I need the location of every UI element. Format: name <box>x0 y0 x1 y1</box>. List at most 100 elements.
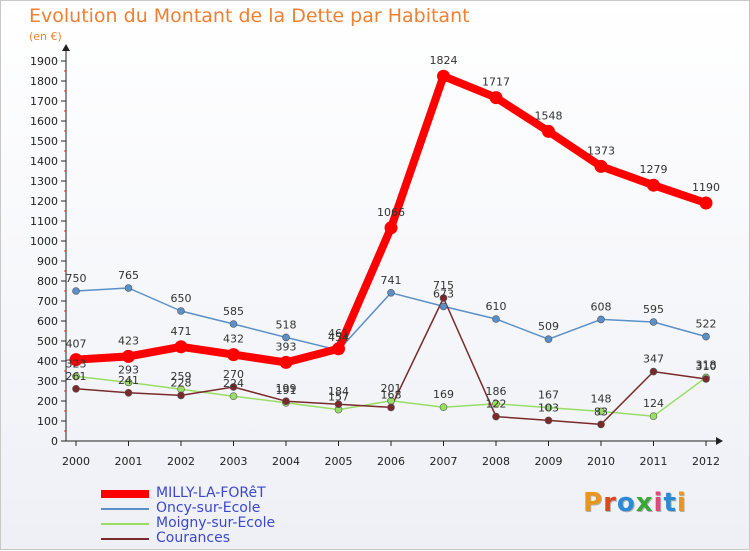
data-point <box>282 333 290 342</box>
data-label: 224 <box>223 377 244 390</box>
data-point <box>69 353 83 367</box>
data-label: 228 <box>171 376 192 389</box>
data-label: 522 <box>696 318 717 331</box>
data-point <box>229 320 238 328</box>
x-tick-label: 2002 <box>167 455 195 468</box>
data-label: 1066 <box>377 206 405 219</box>
data-point <box>544 416 553 425</box>
y-tick-label: 1800 <box>30 75 58 88</box>
data-point <box>544 335 553 344</box>
data-label: 454 <box>328 331 349 344</box>
data-point <box>597 420 605 429</box>
data-label: 471 <box>171 325 192 338</box>
data-point <box>439 403 448 412</box>
data-point <box>384 221 398 235</box>
x-tick-label: 2007 <box>430 455 458 468</box>
data-point <box>489 91 503 105</box>
y-tick-label: 1700 <box>30 95 58 108</box>
data-label: 83 <box>594 405 608 418</box>
data-point <box>702 332 710 341</box>
legend-swatch-moigny <box>101 523 149 525</box>
axes: 0 100 200 300 400 500 600 700 800 900 1000 1100 1200… <box>30 44 723 468</box>
data-point <box>387 403 395 412</box>
data-label: 407 <box>66 338 87 351</box>
data-label: 518 <box>276 318 297 331</box>
x-axis-arrow <box>716 437 723 445</box>
legend-label-courances: Courances <box>156 530 231 546</box>
data-label: 765 <box>118 269 139 282</box>
data-point <box>544 403 553 412</box>
data-label: 1717 <box>482 76 510 89</box>
x-tick-label: 2012 <box>692 455 720 468</box>
data-point <box>439 294 448 302</box>
logo-letter: r <box>603 488 617 518</box>
series-points <box>69 69 713 429</box>
data-point <box>647 178 660 192</box>
data-point <box>282 397 290 406</box>
data-label: 167 <box>538 389 559 402</box>
data-point <box>174 340 188 354</box>
y-tick-label: 1100 <box>30 215 58 228</box>
data-label: 461 <box>328 327 349 340</box>
data-label: 241 <box>118 374 139 387</box>
data-label: 673 <box>433 287 454 300</box>
y-tick-label: 1400 <box>30 155 58 168</box>
data-point <box>177 307 185 315</box>
data-point <box>387 288 395 297</box>
data-point <box>439 302 448 311</box>
data-point <box>72 372 80 381</box>
x-tick-label: 2003 <box>220 455 248 468</box>
data-label: 595 <box>643 303 664 316</box>
data-label: 585 <box>223 305 244 318</box>
data-point <box>124 284 133 292</box>
data-label: 715 <box>433 279 454 292</box>
y-tick-label: 800 <box>37 275 58 288</box>
data-label: 750 <box>66 272 87 285</box>
data-label: 293 <box>118 363 139 376</box>
data-point <box>702 375 710 383</box>
data-label: 148 <box>591 392 612 405</box>
data-label: 650 <box>171 292 192 305</box>
data-label: 103 <box>538 401 559 414</box>
y-tick-label: 600 <box>37 315 58 328</box>
x-tick-label: 2005 <box>325 455 353 468</box>
data-point <box>492 399 500 408</box>
legend-swatch-courances <box>101 538 149 540</box>
data-label: 157 <box>328 391 349 404</box>
y-tick-label: 400 <box>37 355 58 368</box>
data-label: 259 <box>171 370 192 383</box>
y-tick-label: 0 <box>51 435 58 448</box>
data-label: 347 <box>643 353 664 366</box>
legend-swatch-oncy <box>101 508 149 510</box>
data-label: 184 <box>328 385 349 398</box>
data-point <box>124 388 133 397</box>
data-point <box>542 124 555 138</box>
data-point <box>649 367 658 376</box>
y-axis-arrow <box>62 44 70 51</box>
data-point <box>124 378 133 387</box>
data-label: 201 <box>381 382 402 395</box>
y-tick-label: 1200 <box>30 195 58 208</box>
data-point <box>649 412 658 421</box>
data-label: 318 <box>696 358 717 371</box>
data-label: 1279 <box>640 163 668 176</box>
data-label: 168 <box>381 388 402 401</box>
data-point <box>122 349 135 363</box>
data-point <box>72 287 80 295</box>
data-label: 199 <box>276 382 297 395</box>
data-label: 323 <box>66 357 87 370</box>
data-label: 122 <box>486 398 507 411</box>
data-point <box>597 315 605 324</box>
x-tick-label: 2001 <box>115 455 143 468</box>
logo-letter: i <box>653 488 664 518</box>
data-label: 1373 <box>587 144 615 157</box>
data-point <box>699 196 713 210</box>
x-tick-label: 2011 <box>640 455 668 468</box>
chart-title: Evolution du Montant de la Dette par Hab… <box>29 5 470 27</box>
data-label: 608 <box>591 300 612 313</box>
legend-label-oncy: Oncy-sur-Ecole <box>156 500 261 516</box>
y-tick-label: 500 <box>37 335 58 348</box>
legend-label-milly: MILLY-LA-FORêT <box>156 485 266 501</box>
data-point <box>279 355 293 369</box>
